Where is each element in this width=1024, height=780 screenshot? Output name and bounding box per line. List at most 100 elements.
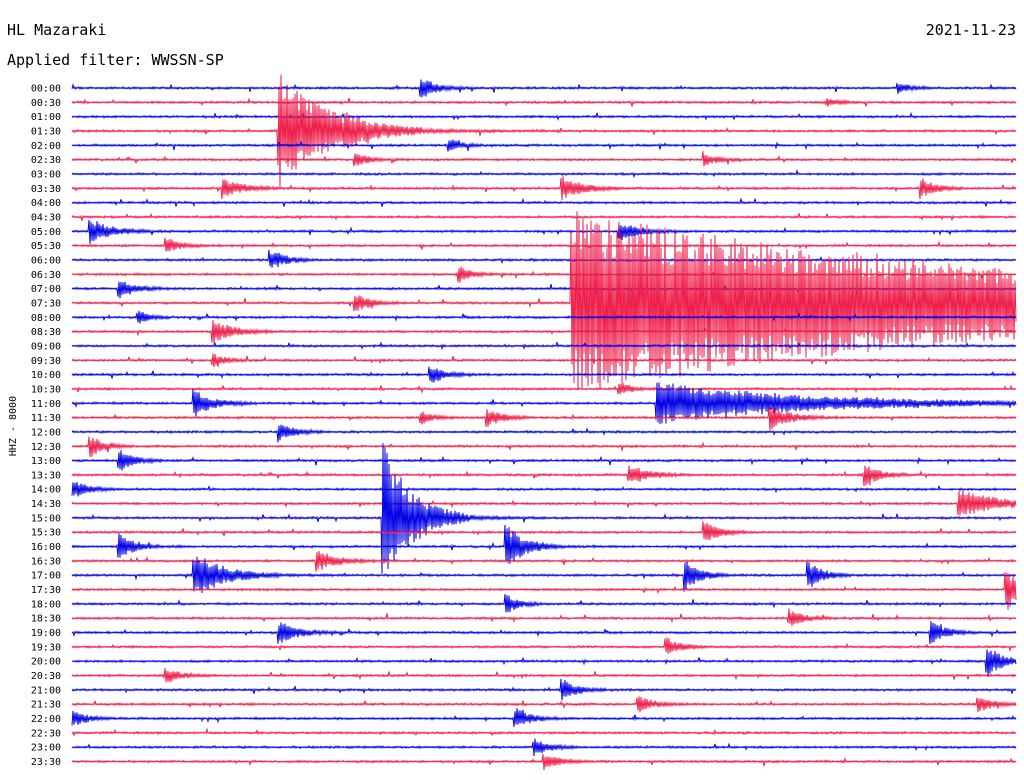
trace-line bbox=[71, 79, 1017, 98]
time-tick-label: 15:00 bbox=[31, 513, 61, 524]
time-tick-label: 10:30 bbox=[31, 384, 61, 395]
time-tick-label: 23:30 bbox=[31, 757, 61, 768]
trace-line bbox=[71, 608, 1017, 626]
time-tick-label: 04:00 bbox=[31, 198, 61, 209]
trace-line bbox=[71, 443, 1017, 574]
trace-line bbox=[71, 707, 1017, 727]
trace-line bbox=[71, 249, 1017, 268]
time-tick-label: 18:30 bbox=[31, 614, 61, 625]
trace-line bbox=[71, 727, 1017, 737]
trace-line bbox=[71, 211, 1017, 389]
time-tick-label: 06:30 bbox=[31, 270, 61, 281]
trace-line bbox=[71, 111, 1017, 122]
time-tick-label: 22:00 bbox=[31, 714, 61, 725]
time-tick-label: 09:00 bbox=[31, 341, 61, 352]
trace-line bbox=[71, 465, 1017, 487]
trace-line bbox=[71, 406, 1017, 431]
trace-line bbox=[71, 754, 1017, 771]
trace-line bbox=[71, 168, 1017, 179]
trace-line bbox=[71, 382, 1017, 425]
station-name: HL Mazaraki bbox=[7, 21, 107, 39]
trace-line bbox=[71, 678, 1017, 701]
trace-line bbox=[71, 621, 1017, 644]
time-tick-label: 19:30 bbox=[31, 642, 61, 653]
time-tick-label: 02:30 bbox=[31, 155, 61, 166]
channel-label: HHZ - 8000 bbox=[8, 396, 19, 456]
trace-line bbox=[71, 366, 1017, 383]
time-tick-label: 21:00 bbox=[31, 685, 61, 696]
time-tick-label: 17:30 bbox=[31, 585, 61, 596]
trace-line bbox=[71, 436, 1017, 458]
time-tick-label: 08:00 bbox=[31, 313, 61, 324]
time-tick-label: 12:00 bbox=[31, 427, 61, 438]
time-tick-label: 03:30 bbox=[31, 184, 61, 195]
trace-line bbox=[71, 151, 1017, 167]
trace-line bbox=[71, 450, 1017, 471]
trace-line bbox=[71, 521, 1017, 541]
plot-date: 2021-11-23 bbox=[925, 21, 1016, 39]
filter-label: Applied filter: WWSSN-SP bbox=[7, 51, 224, 69]
time-tick-label: 03:00 bbox=[31, 169, 61, 180]
trace-line bbox=[71, 310, 1017, 324]
trace-line bbox=[71, 594, 1017, 613]
trace-line bbox=[71, 424, 1017, 443]
trace-line bbox=[71, 668, 1017, 683]
time-tick-label: 20:00 bbox=[31, 657, 61, 668]
time-tick-label: 09:30 bbox=[31, 356, 61, 367]
trace-line bbox=[71, 97, 1017, 107]
time-tick-label: 18:00 bbox=[31, 599, 61, 610]
time-tick-label: 21:30 bbox=[31, 700, 61, 711]
trace-line bbox=[71, 556, 1017, 594]
trace-line bbox=[71, 139, 1017, 152]
time-tick-label: 20:30 bbox=[31, 671, 61, 682]
trace-line bbox=[71, 551, 1017, 572]
time-tick-label: 14:00 bbox=[31, 485, 61, 496]
time-tick-label: 01:00 bbox=[31, 112, 61, 123]
trace-line bbox=[71, 74, 1017, 187]
trace-line bbox=[71, 481, 1017, 497]
trace-line bbox=[71, 353, 1017, 368]
time-tick-label: 02:00 bbox=[31, 141, 61, 152]
time-tick-label: 11:30 bbox=[31, 413, 61, 424]
time-tick-label: 13:00 bbox=[31, 456, 61, 467]
time-tick-label: 17:00 bbox=[31, 571, 61, 582]
time-tick-label: 16:30 bbox=[31, 556, 61, 567]
time-tick-label: 13:30 bbox=[31, 470, 61, 481]
trace-line bbox=[71, 524, 1017, 564]
time-tick-label: 00:00 bbox=[31, 84, 61, 95]
trace-line bbox=[71, 237, 1017, 252]
time-tick-label: 12:30 bbox=[31, 442, 61, 453]
time-tick-label: 05:30 bbox=[31, 241, 61, 252]
time-tick-label: 00:30 bbox=[31, 98, 61, 109]
trace-line bbox=[71, 197, 1017, 208]
trace-line bbox=[71, 490, 1017, 516]
trace-line bbox=[71, 341, 1017, 351]
trace-line bbox=[71, 219, 1017, 245]
trace-line bbox=[71, 637, 1017, 654]
trace-line bbox=[71, 266, 1017, 283]
time-tick-label: 16:00 bbox=[31, 542, 61, 553]
time-tick-label: 10:00 bbox=[31, 370, 61, 381]
time-tick-label: 01:30 bbox=[31, 126, 61, 137]
trace-line bbox=[71, 320, 1017, 344]
time-tick-labels: 00:00 00:30 01:00 01:30 02:00 02:30 03:00 03:30… bbox=[31, 84, 61, 769]
trace-line bbox=[71, 572, 1017, 610]
time-tick-label: 14:30 bbox=[31, 499, 61, 510]
seismogram-traces bbox=[71, 74, 1017, 771]
trace-line bbox=[71, 696, 1017, 713]
trace-line bbox=[71, 649, 1017, 678]
trace-line bbox=[71, 176, 1017, 201]
time-tick-label: 23:00 bbox=[31, 743, 61, 754]
time-tick-label: 08:30 bbox=[31, 327, 61, 338]
time-tick-label: 05:00 bbox=[31, 227, 61, 238]
trace-line bbox=[71, 212, 1017, 222]
time-tick-label: 11:00 bbox=[31, 399, 61, 410]
trace-line bbox=[71, 383, 1017, 395]
time-tick-label: 15:30 bbox=[31, 528, 61, 539]
time-tick-label: 07:30 bbox=[31, 298, 61, 309]
trace-line bbox=[71, 738, 1017, 757]
time-tick-label: 19:00 bbox=[31, 628, 61, 639]
time-tick-label: 07:00 bbox=[31, 284, 61, 295]
time-tick-label: 04:30 bbox=[31, 212, 61, 223]
